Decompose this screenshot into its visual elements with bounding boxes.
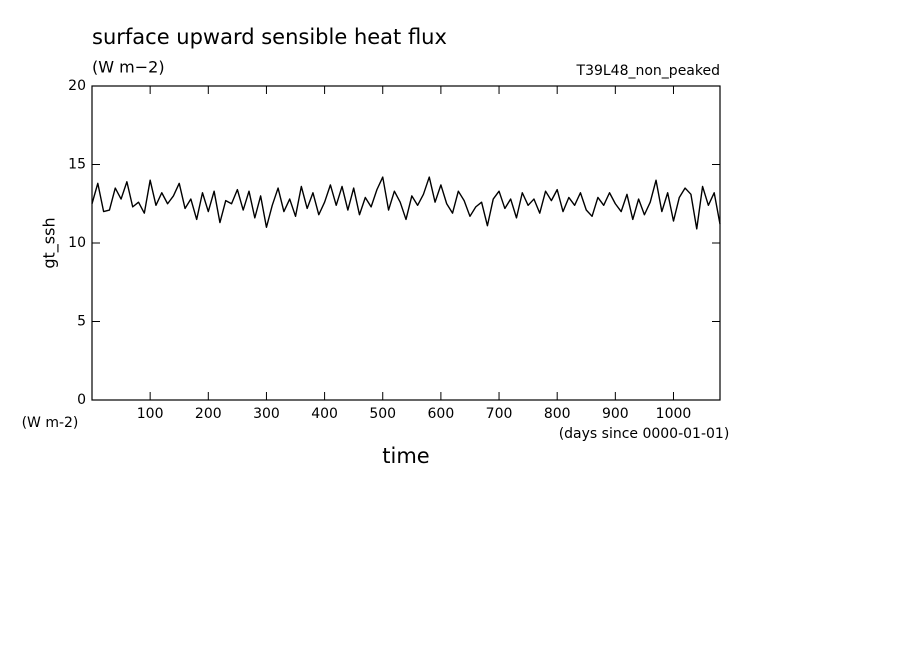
y-tick-label: 0 (77, 392, 86, 408)
data-line (91, 176, 721, 230)
y-tick-label: 5 (77, 314, 86, 330)
x-axis-label: time (382, 444, 429, 468)
annotation: T39L48_non_peaked (576, 63, 720, 79)
x-tick-label: 400 (311, 406, 338, 422)
y-tick-label: 10 (68, 235, 86, 251)
y-tick-label: 15 (68, 157, 86, 173)
x-tick-label: 1000 (656, 406, 692, 422)
x-tick-label: 100 (137, 406, 164, 422)
y-axis-label: gt_ssh (40, 217, 60, 268)
x-tick-label: 200 (195, 406, 222, 422)
y-tick-label: 20 (68, 78, 86, 94)
chart-subtitle: (W m−2) (92, 58, 165, 77)
x-axis-unit: (days since 0000-01-01) (559, 426, 730, 442)
x-tick-label: 900 (602, 406, 629, 422)
x-tick-label: 800 (544, 406, 571, 422)
x-tick-label: 600 (428, 406, 455, 422)
x-tick-label: 300 (253, 406, 280, 422)
x-tick-label: 700 (486, 406, 513, 422)
x-tick-label: 500 (369, 406, 396, 422)
y-axis-unit: (W m-2) (22, 415, 79, 431)
chart-title: surface upward sensible heat flux (92, 25, 447, 49)
